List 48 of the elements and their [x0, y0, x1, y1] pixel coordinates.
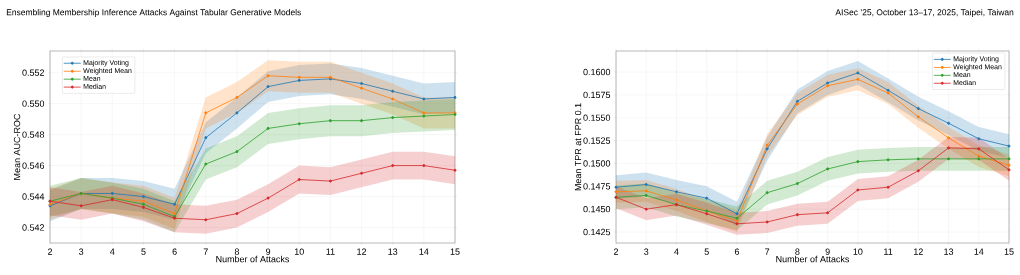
x-tick-label: 4: [110, 248, 115, 255]
x-tick-label: 11: [326, 248, 335, 255]
x-tick-label: 5: [141, 248, 146, 255]
x-tick-label: 10: [294, 248, 304, 255]
x-tick-label: 15: [1004, 248, 1014, 255]
x-axis-title: Number of Attacks: [216, 255, 290, 263]
x-tick-label: 2: [613, 248, 619, 255]
x-tick-label: 7: [203, 248, 208, 255]
text: Ensembling Membership Inference Attacks Against Tabular Generative Models: [6, 9, 301, 17]
y-tick-label: 0.1475: [583, 183, 611, 190]
x-tick-label: 13: [388, 248, 398, 255]
x-tick-label: 14: [974, 248, 984, 255]
y-tick-label: 0.1600: [583, 68, 611, 76]
x-tick-label: 3: [79, 248, 84, 255]
x-tick-label: 9: [825, 248, 830, 255]
x-tick-label: 8: [234, 248, 240, 255]
x-tick-label: 13: [944, 248, 954, 255]
x-tick-label: 8: [795, 248, 800, 255]
y-tick-label: 0.546: [22, 162, 45, 169]
x-tick-label: 4: [674, 248, 679, 255]
x-tick-label: 12: [357, 248, 367, 255]
x-tick-label: 10: [853, 248, 863, 255]
x-tick-label: 6: [172, 248, 177, 255]
y-tick-label: 0.1500: [583, 160, 611, 167]
y-tick-label: 0.1450: [583, 205, 611, 213]
x-tick-label: 15: [450, 248, 460, 255]
y-tick-label: 0.544: [22, 193, 45, 200]
y-tick-label: 0.542: [22, 224, 45, 231]
y-tick-label: 0.548: [22, 131, 45, 138]
x-tick-label: 6: [734, 248, 740, 255]
x-tick-label: 5: [704, 248, 709, 255]
y-tick-label: 0.1550: [583, 114, 611, 121]
y-tick-label: 0.1525: [583, 137, 611, 144]
y-axis-title: Mean AUC-ROC: [13, 113, 21, 180]
x-tick-label: 7: [765, 248, 770, 255]
y-tick-label: 0.1425: [583, 228, 611, 236]
x-tick-label: 11: [884, 248, 893, 255]
x-tick-label: 14: [419, 248, 429, 255]
y-tick-label: 0.552: [22, 69, 45, 76]
text: AISec ’25, October 13–17, 2025, Taipei, Taiwan: [835, 9, 1014, 17]
x-axis-title: Number of Attacks: [776, 255, 850, 263]
x-tick-label: 2: [47, 248, 53, 255]
x-tick-label: 3: [644, 248, 649, 255]
x-tick-label: 12: [914, 248, 923, 255]
y-axis-title: Mean TPR at FPR 0.1: [574, 103, 582, 191]
x-tick-label: 9: [266, 248, 271, 255]
y-tick-label: 0.1575: [583, 91, 611, 99]
y-tick-label: 0.550: [22, 100, 45, 107]
